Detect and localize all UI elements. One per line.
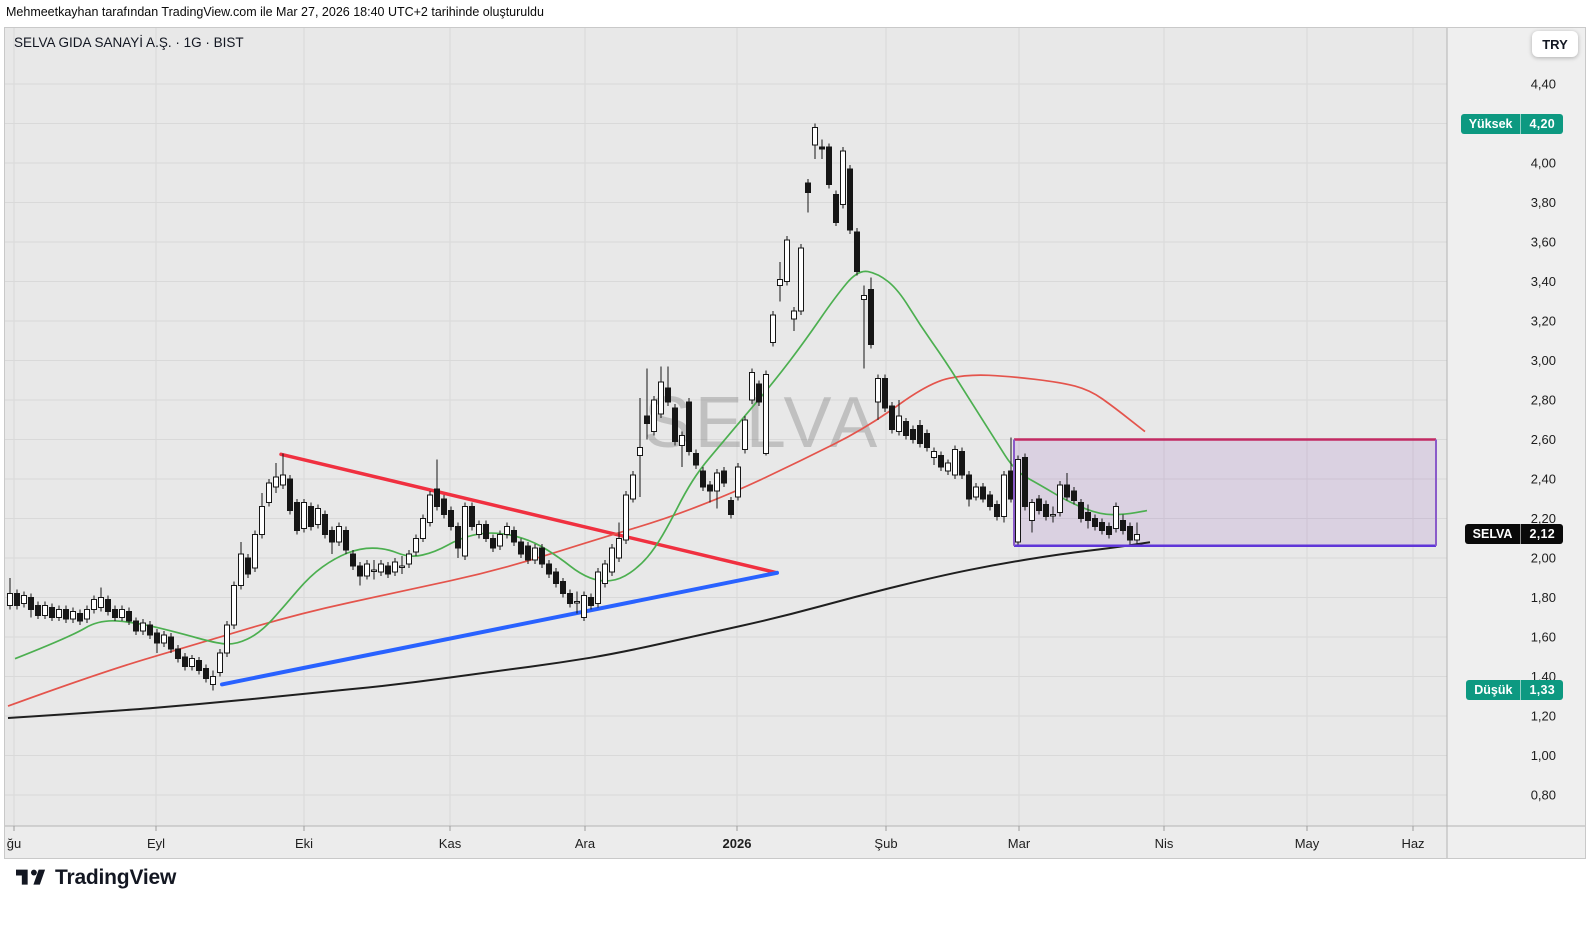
brand-wordmark: TradingView — [55, 866, 177, 889]
svg-text:Eki: Eki — [295, 836, 313, 851]
ma-black-line[interactable] — [7, 541, 1151, 719]
last-badge-label: SELVA — [1472, 527, 1513, 542]
symbol-title: SELVA GIDA SANAYİ A.Ş. · 1G · BIST — [14, 35, 244, 50]
svg-text:2,40: 2,40 — [1531, 472, 1556, 487]
tradingview-logo-icon — [16, 869, 46, 885]
svg-text:Haz: Haz — [1401, 836, 1424, 851]
svg-text:1,60: 1,60 — [1531, 630, 1556, 645]
range-box-fill[interactable] — [1014, 439, 1436, 546]
svg-text:1,80: 1,80 — [1531, 590, 1556, 605]
svg-text:ğu: ğu — [7, 836, 21, 851]
svg-text:3,20: 3,20 — [1531, 314, 1556, 329]
svg-text:2,00: 2,00 — [1531, 551, 1556, 566]
time-axis-background — [5, 826, 1447, 858]
low-badge-value: 1,33 — [1520, 680, 1563, 701]
svg-text:2,60: 2,60 — [1531, 432, 1556, 447]
price-axis[interactable] — [1447, 28, 1585, 826]
attribution-text: Mehmeetkayhan tarafından TradingView.com… — [6, 5, 544, 19]
svg-text:1,20: 1,20 — [1531, 709, 1556, 724]
last-badge-value: 2,12 — [1520, 524, 1563, 545]
svg-text:Ara: Ara — [575, 836, 596, 851]
svg-text:1,00: 1,00 — [1531, 748, 1556, 763]
candlestick-series — [7, 123, 1140, 691]
time-axis[interactable] — [5, 826, 1447, 858]
time-axis-labels: ğu Eyl Eki Kas Ara 2026 Şub Mar Nis May Haz — [7, 826, 1425, 851]
high-badge-value: 4,20 — [1520, 113, 1563, 134]
low-badge-label: Düşük — [1474, 683, 1513, 698]
high-price-badge: Yüksek 4,20 — [1460, 113, 1563, 134]
svg-text:4,40: 4,40 — [1531, 77, 1556, 92]
chart-panel: SELVA 4,40 4,20 4,00 3,80 3,60 3,40 3,20 3,00 2,8… — [4, 27, 1586, 859]
svg-text:1,40: 1,40 — [1531, 669, 1556, 684]
low-price-badge: Düşük 1,33 — [1466, 680, 1563, 701]
high-badge-label: Yüksek — [1468, 116, 1513, 131]
svg-text:2,20: 2,20 — [1531, 511, 1556, 526]
gridlines — [5, 28, 1447, 826]
svg-text:3,80: 3,80 — [1531, 195, 1556, 210]
svg-text:3,60: 3,60 — [1531, 235, 1556, 250]
svg-text:Mar: Mar — [1008, 836, 1031, 851]
ma-red-line[interactable] — [7, 374, 1146, 707]
svg-text:2,80: 2,80 — [1531, 393, 1556, 408]
svg-text:May: May — [1295, 836, 1320, 851]
trendline-descending-resistance[interactable] — [279, 452, 779, 575]
svg-text:0,80: 0,80 — [1531, 788, 1556, 803]
svg-text:3,40: 3,40 — [1531, 274, 1556, 289]
svg-text:Kas: Kas — [439, 836, 462, 851]
range-box-borders[interactable] — [1013, 438, 1437, 548]
ma-green-line[interactable] — [14, 270, 1148, 660]
plot-background — [5, 28, 1447, 826]
footer-brand[interactable]: TradingView — [16, 866, 176, 890]
currency-toggle-button[interactable]: TRY — [1532, 31, 1578, 57]
svg-text:2026: 2026 — [723, 836, 752, 851]
svg-text:Nis: Nis — [1155, 836, 1174, 851]
svg-text:Eyl: Eyl — [147, 836, 165, 851]
svg-text:3,00: 3,00 — [1531, 353, 1556, 368]
svg-text:4,00: 4,00 — [1531, 156, 1556, 171]
axis-separators — [5, 28, 1585, 858]
last-price-badge: SELVA 2,12 — [1464, 524, 1563, 545]
chart-canvas[interactable]: SELVA 4,40 4,20 4,00 3,80 3,60 3,40 3,20 3,00 2,8… — [5, 28, 1585, 858]
svg-text:Şub: Şub — [874, 836, 897, 851]
price-axis-background — [1447, 28, 1585, 858]
trendline-ascending-support[interactable] — [220, 570, 779, 687]
